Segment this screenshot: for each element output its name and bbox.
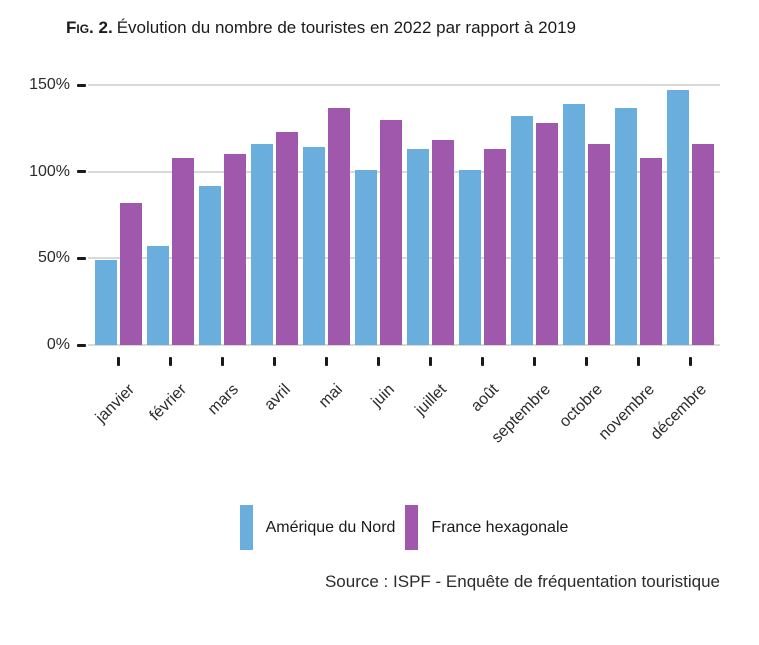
figure-title: Fig. 2. Évolution du nombre de touristes … [66, 18, 576, 38]
x-axis-tick-juillet [428, 357, 432, 366]
bar-amerique-du-nord-avril [251, 144, 273, 345]
bar-amerique-du-nord-mars [199, 186, 221, 345]
x-axis-tick-fevrier [168, 357, 172, 366]
gridline-100% [88, 170, 720, 173]
x-axis-label-septembre: septembre [488, 381, 555, 447]
bar-amerique-du-nord-juin [355, 170, 377, 345]
bar-amerique-du-nord-aout [459, 170, 481, 345]
bar-france-hexagonale-mai [328, 108, 350, 345]
x-axis-tick-janvier [116, 357, 120, 366]
bar-france-hexagonale-juillet [432, 140, 454, 345]
x-axis-label-avril: avril [261, 381, 295, 414]
x-axis-tick-novembre [636, 357, 640, 366]
bar-amerique-du-nord-octobre [563, 104, 585, 345]
x-axis-label-aout: août [467, 381, 503, 416]
x-axis-tick-juin [376, 357, 380, 366]
legend-swatch-amerique-du-nord [239, 505, 253, 550]
figure-title-text: Évolution du nombre de touristes en 2022… [116, 18, 576, 37]
x-axis-label-octobre: octobre [556, 381, 607, 431]
x-axis-tick-mars [220, 357, 224, 366]
bar-amerique-du-nord-juillet [407, 149, 429, 345]
legend-label-amerique-du-nord: Amérique du Nord [265, 518, 396, 536]
legend-item-france-hexagonale: France hexagonale [405, 505, 568, 550]
legend-swatch-france-hexagonale [405, 505, 419, 550]
x-axis-label-decembre: décembre [647, 381, 711, 444]
bar-france-hexagonale-janvier [120, 203, 142, 345]
bar-amerique-du-nord-fevrier [147, 246, 169, 345]
bar-amerique-du-nord-decembre [667, 90, 689, 345]
y-axis-label-0%: 0% [46, 336, 70, 353]
x-axis-tick-mai [324, 357, 328, 366]
y-axis-label-50%: 50% [37, 249, 70, 267]
gridline-50% [88, 257, 720, 260]
x-axis-tick-septembre [532, 357, 536, 366]
x-axis-label-juin: juin [368, 381, 399, 411]
x-axis-label-mars: mars [204, 381, 243, 419]
chart-legend: Amérique du Nord France hexagonale [88, 505, 720, 550]
x-axis-label-janvier: janvier [92, 381, 139, 427]
bar-amerique-du-nord-septembre [511, 116, 533, 345]
bar-france-hexagonale-septembre [536, 123, 558, 345]
legend-item-amerique-du-nord: Amérique du Nord [239, 505, 396, 550]
bar-france-hexagonale-decembre [692, 144, 714, 345]
x-axis-label-juillet: juillet [412, 381, 451, 419]
bar-france-hexagonale-avril [276, 132, 298, 345]
y-axis-tick-150% [77, 83, 86, 87]
x-axis-label-fevrier: février [146, 381, 191, 425]
figure-number-label: Fig. 2. [66, 18, 113, 37]
gridline-150% [88, 84, 720, 86]
source-caption: Source : ISPF - Enquête de fréquentation… [324, 572, 720, 591]
x-axis-tick-avril [272, 357, 276, 366]
y-axis-label-150%: 150% [29, 76, 70, 93]
y-axis-tick-0% [77, 343, 86, 347]
y-axis-tick-50% [77, 256, 86, 260]
bar-france-hexagonale-novembre [640, 158, 662, 345]
x-axis-label-mai: mai [315, 381, 347, 412]
grouped-bar-chart: 0% 50% 100% 150% janvier février mars avril mai j… [0, 76, 759, 485]
bar-amerique-du-nord-janvier [95, 260, 117, 345]
bar-france-hexagonale-fevrier [172, 158, 194, 345]
x-axis-tick-octobre [584, 357, 588, 366]
y-axis-label-100%: 100% [29, 162, 70, 180]
bar-amerique-du-nord-mai [303, 147, 325, 345]
bar-france-hexagonale-octobre [588, 144, 610, 345]
x-axis-tick-decembre [688, 357, 692, 366]
x-axis-label-novembre: novembre [595, 381, 659, 444]
bar-france-hexagonale-mars [224, 154, 246, 345]
bar-amerique-du-nord-novembre [615, 108, 637, 345]
x-axis-tick-aout [480, 357, 484, 366]
gridline-0% [88, 344, 720, 346]
legend-label-france-hexagonale: France hexagonale [431, 518, 569, 536]
bar-france-hexagonale-juin [380, 120, 402, 345]
y-axis-tick-100% [77, 170, 86, 174]
bar-france-hexagonale-aout [484, 149, 506, 345]
